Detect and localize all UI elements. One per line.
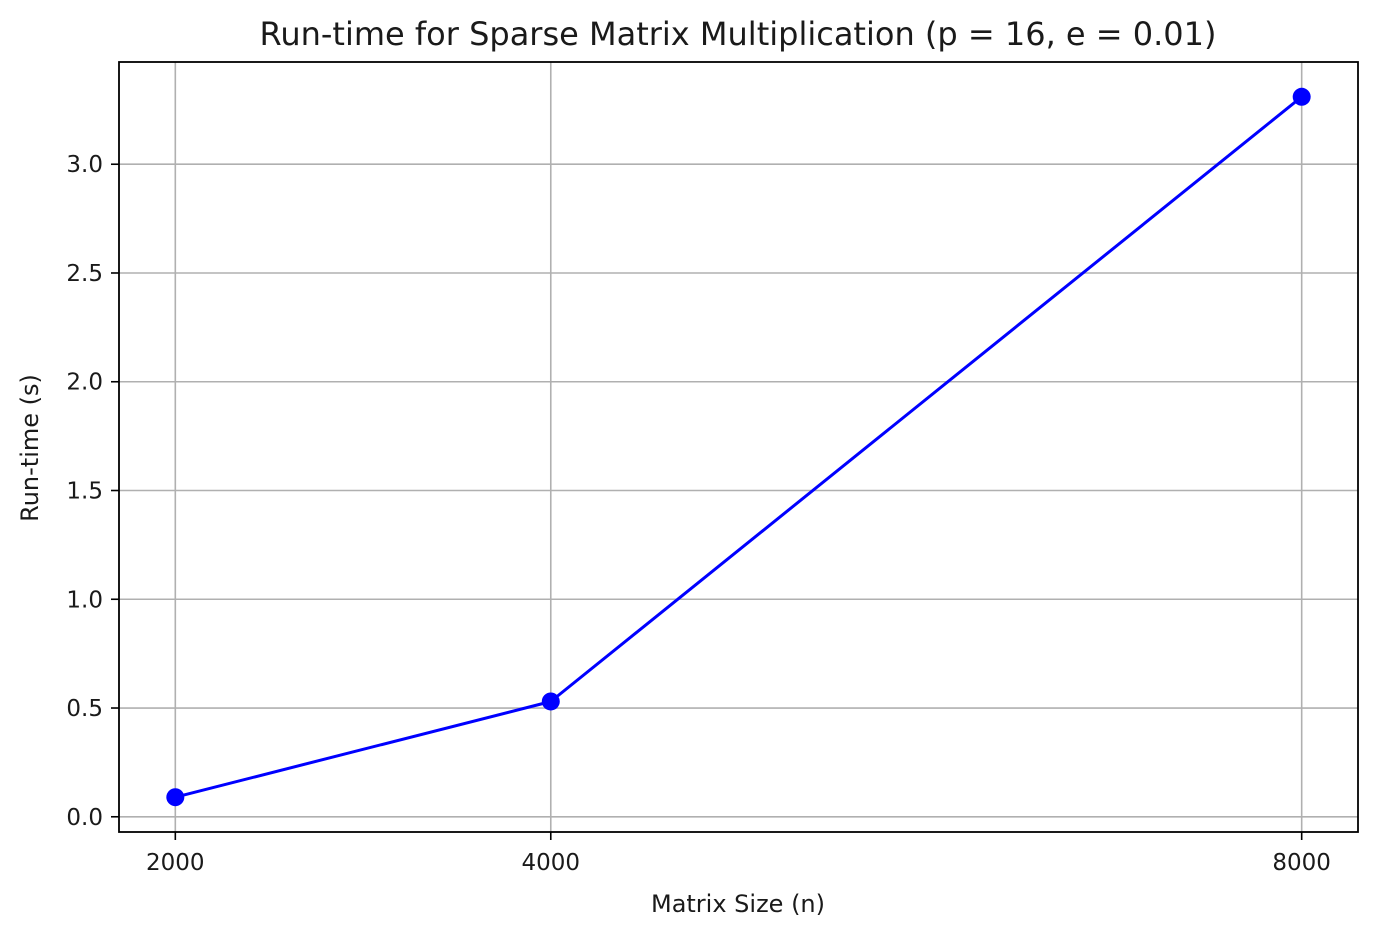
y-tick-label: 1.5: [66, 479, 103, 505]
x-tick-label: 2000: [146, 850, 205, 876]
data-point: [1292, 87, 1311, 106]
x-tick-label: 8000: [1272, 850, 1331, 876]
y-tick-label: 1.0: [66, 587, 103, 613]
y-tick-label: 0.5: [66, 696, 103, 722]
y-tick-label: 3.0: [66, 152, 103, 178]
y-axis-label: Run-time (s): [16, 374, 44, 522]
chart-title: Run-time for Sparse Matrix Multiplicatio…: [260, 15, 1217, 53]
y-tick-label: 0.0: [66, 805, 103, 831]
grid-layer: [119, 62, 1358, 832]
y-tick-label: 2.5: [66, 261, 103, 287]
data-point: [541, 692, 560, 711]
tick-layer: 2000 4000 8000 0.0 0.5 1.0 1.5 2.0 2.5 3.0: [66, 152, 1331, 876]
x-tick-label: 4000: [521, 850, 580, 876]
y-tick-label: 2.0: [66, 370, 103, 396]
plot-frame: [118, 61, 1359, 833]
series-layer: [166, 87, 1311, 807]
x-axis-label: Matrix Size (n): [651, 890, 825, 918]
data-point: [166, 788, 185, 807]
